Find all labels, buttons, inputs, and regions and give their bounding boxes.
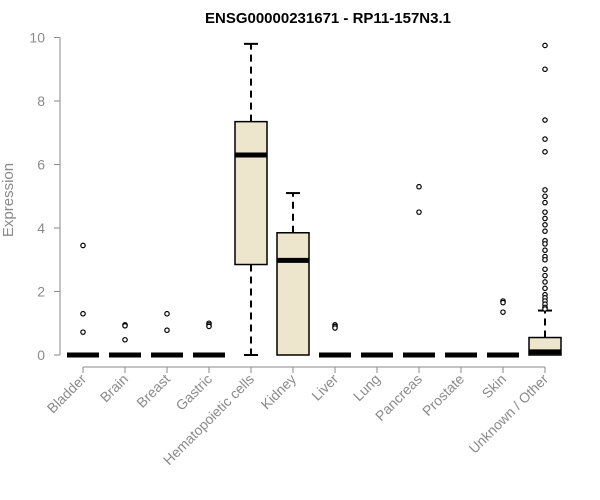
- outlier-point: [500, 299, 506, 306]
- outlier-point: [542, 241, 548, 247]
- box-skin: [487, 298, 519, 358]
- outlier-point: [80, 329, 86, 335]
- outlier-point: [542, 136, 548, 142]
- box-pancreas: [403, 183, 435, 358]
- outlier-point: [80, 310, 86, 317]
- box-bladder: [67, 242, 99, 358]
- y-tick-label: 10: [29, 30, 45, 46]
- outlier-point: [164, 327, 170, 334]
- outlier-point: [206, 323, 212, 330]
- outlier-point: [122, 336, 128, 343]
- outlier-point: [542, 117, 548, 123]
- x-tick-label: Brain: [97, 371, 131, 405]
- box-body: [276, 232, 310, 356]
- x-tick-label: Kidney: [258, 371, 300, 413]
- box-gastric: [193, 320, 225, 358]
- outlier-point: [542, 199, 548, 206]
- outlier-point: [542, 272, 548, 279]
- outlier-point: [416, 209, 422, 215]
- y-tick-label: 0: [37, 347, 45, 363]
- outlier-point: [542, 279, 548, 285]
- y-tick-label: 4: [37, 220, 45, 236]
- x-tick-label: Lung: [350, 371, 383, 404]
- box-brain: [109, 322, 141, 358]
- x-tick-label: Breast: [133, 371, 173, 411]
- outlier-point: [542, 228, 548, 234]
- outlier-point: [542, 222, 548, 228]
- y-tick-label: 8: [37, 93, 45, 109]
- outlier-point: [542, 66, 548, 73]
- y-axis: 0 2 4 6 8 10: [29, 30, 61, 363]
- box-kidney: [276, 192, 310, 356]
- outlier-point: [542, 42, 548, 49]
- outlier-point: [542, 209, 548, 215]
- outlier-point: [542, 306, 548, 312]
- outlier-point: [164, 310, 170, 317]
- y-tick-label: 6: [37, 157, 45, 173]
- box-body: [234, 120, 268, 266]
- outlier-point: [542, 256, 548, 263]
- x-tick-label: Unknown / Other: [466, 371, 552, 457]
- outlier-point: [500, 309, 506, 315]
- outlier-point: [542, 285, 548, 292]
- outlier-point: [542, 247, 548, 254]
- y-axis-label: Expression: [0, 163, 17, 237]
- x-tick-label: Liver: [308, 371, 341, 404]
- outlier-point: [542, 149, 548, 155]
- x-tick-label: Skin: [479, 371, 510, 402]
- outlier-point: [416, 183, 422, 190]
- outlier-point: [332, 325, 338, 331]
- outlier-point: [542, 215, 548, 222]
- plot-area: [67, 42, 562, 358]
- box-breast: [151, 310, 183, 358]
- outlier-point: [80, 242, 86, 249]
- x-tick-label: Prostate: [419, 371, 467, 419]
- outlier-point: [542, 266, 548, 273]
- box-hematopoietic-cells: [234, 42, 268, 356]
- outlier-point: [122, 322, 128, 329]
- box-unknown-other: [528, 42, 562, 356]
- outlier-point: [542, 187, 548, 193]
- chart-title: ENSG00000231671 - RP11-157N3.1: [205, 10, 451, 27]
- box-liver: [319, 322, 351, 358]
- x-tick-label: Pancreas: [372, 371, 425, 424]
- outlier-point: [542, 193, 548, 200]
- x-tick-label: Bladder: [44, 371, 90, 417]
- y-tick-label: 2: [37, 284, 45, 300]
